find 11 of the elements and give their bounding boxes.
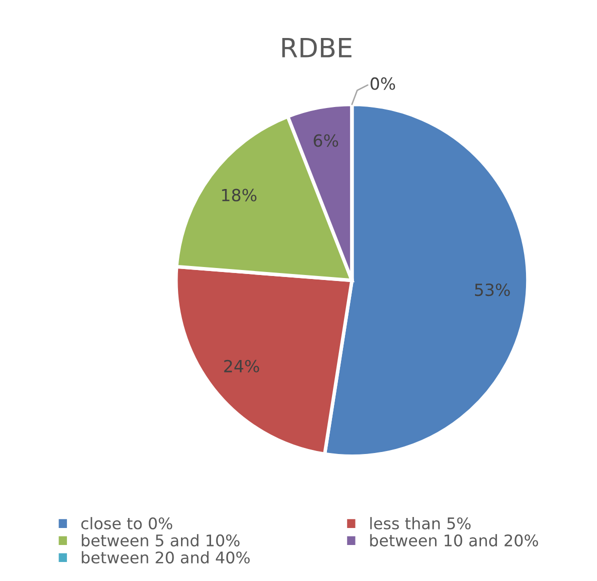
- data-label: 18%: [222, 188, 256, 202]
- legend-label: between 20 and 40%: [82, 551, 250, 564]
- data-label: 53%: [475, 283, 510, 296]
- data-label: 6%: [314, 134, 338, 147]
- text: 0%: [370, 77, 396, 90]
- chart-title: RDBE: [282, 38, 352, 58]
- legend-label: between 5 and 10%: [82, 534, 240, 546]
- legend-label: less than 5%: [370, 517, 471, 530]
- data-label: 24%: [224, 360, 260, 372]
- legend-label: between 10 and 20%: [370, 534, 538, 546]
- legend-label: close to 0%: [81, 517, 172, 530]
